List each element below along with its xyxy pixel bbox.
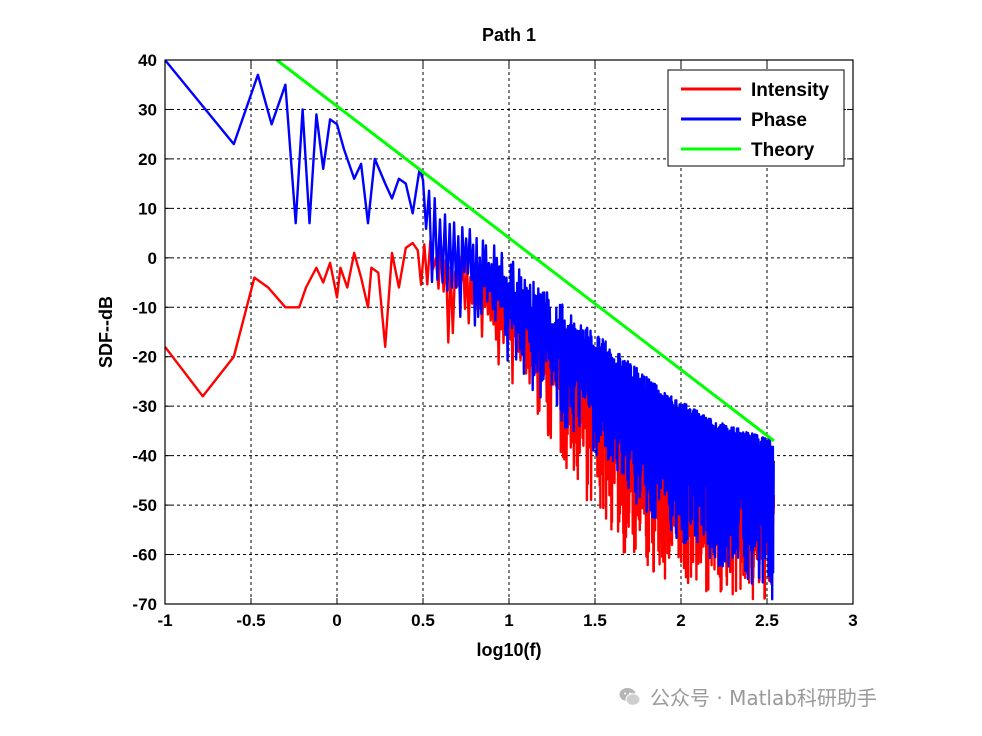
y-tick-label: 30 bbox=[138, 100, 157, 119]
y-tick-label: -40 bbox=[132, 447, 157, 466]
x-tick-label: 3 bbox=[848, 611, 857, 630]
y-tick-label: 10 bbox=[138, 199, 157, 218]
series-line-theory bbox=[275, 60, 775, 442]
axes-frame bbox=[164, 59, 854, 605]
x-tick-label: 1.5 bbox=[583, 611, 607, 630]
y-axis-title: SDF--dB bbox=[96, 296, 116, 368]
legend-label-intensity: Intensity bbox=[751, 80, 830, 101]
x-tick-label: 0.5 bbox=[411, 611, 435, 630]
x-tick-label: -0.5 bbox=[236, 611, 265, 630]
x-tick-label: 1 bbox=[504, 611, 513, 630]
y-tick-label: -10 bbox=[132, 298, 157, 317]
watermark-text: 公众号 · Matlab科研助手 bbox=[650, 686, 877, 710]
y-tick-label: -60 bbox=[132, 546, 157, 565]
y-tick-label: -50 bbox=[132, 496, 157, 515]
x-tick-label: 2.5 bbox=[755, 611, 779, 630]
x-tick-label: 2 bbox=[676, 611, 685, 630]
y-tick-label: 20 bbox=[138, 150, 157, 169]
y-tick-label: -30 bbox=[132, 397, 157, 416]
x-tick-label: 0 bbox=[332, 611, 341, 630]
y-tick-label: -70 bbox=[132, 595, 157, 614]
watermark: 公众号 · Matlab科研助手 bbox=[618, 682, 877, 711]
x-axis-title: log10(f) bbox=[477, 640, 542, 660]
legend-label-theory: Theory bbox=[751, 140, 815, 161]
y-tick-label: 0 bbox=[148, 249, 157, 268]
y-tick-label: 40 bbox=[138, 51, 157, 70]
legend-label-phase: Phase bbox=[751, 110, 807, 131]
chart-title: Path 1 bbox=[482, 25, 536, 45]
data-layer bbox=[165, 60, 775, 601]
x-tick-label: -1 bbox=[157, 611, 172, 630]
legend: Intensity Phase Theory bbox=[667, 69, 845, 167]
wechat-icon bbox=[619, 687, 641, 706]
series-line-phase bbox=[165, 60, 775, 601]
y-tick-label: -20 bbox=[132, 348, 157, 367]
